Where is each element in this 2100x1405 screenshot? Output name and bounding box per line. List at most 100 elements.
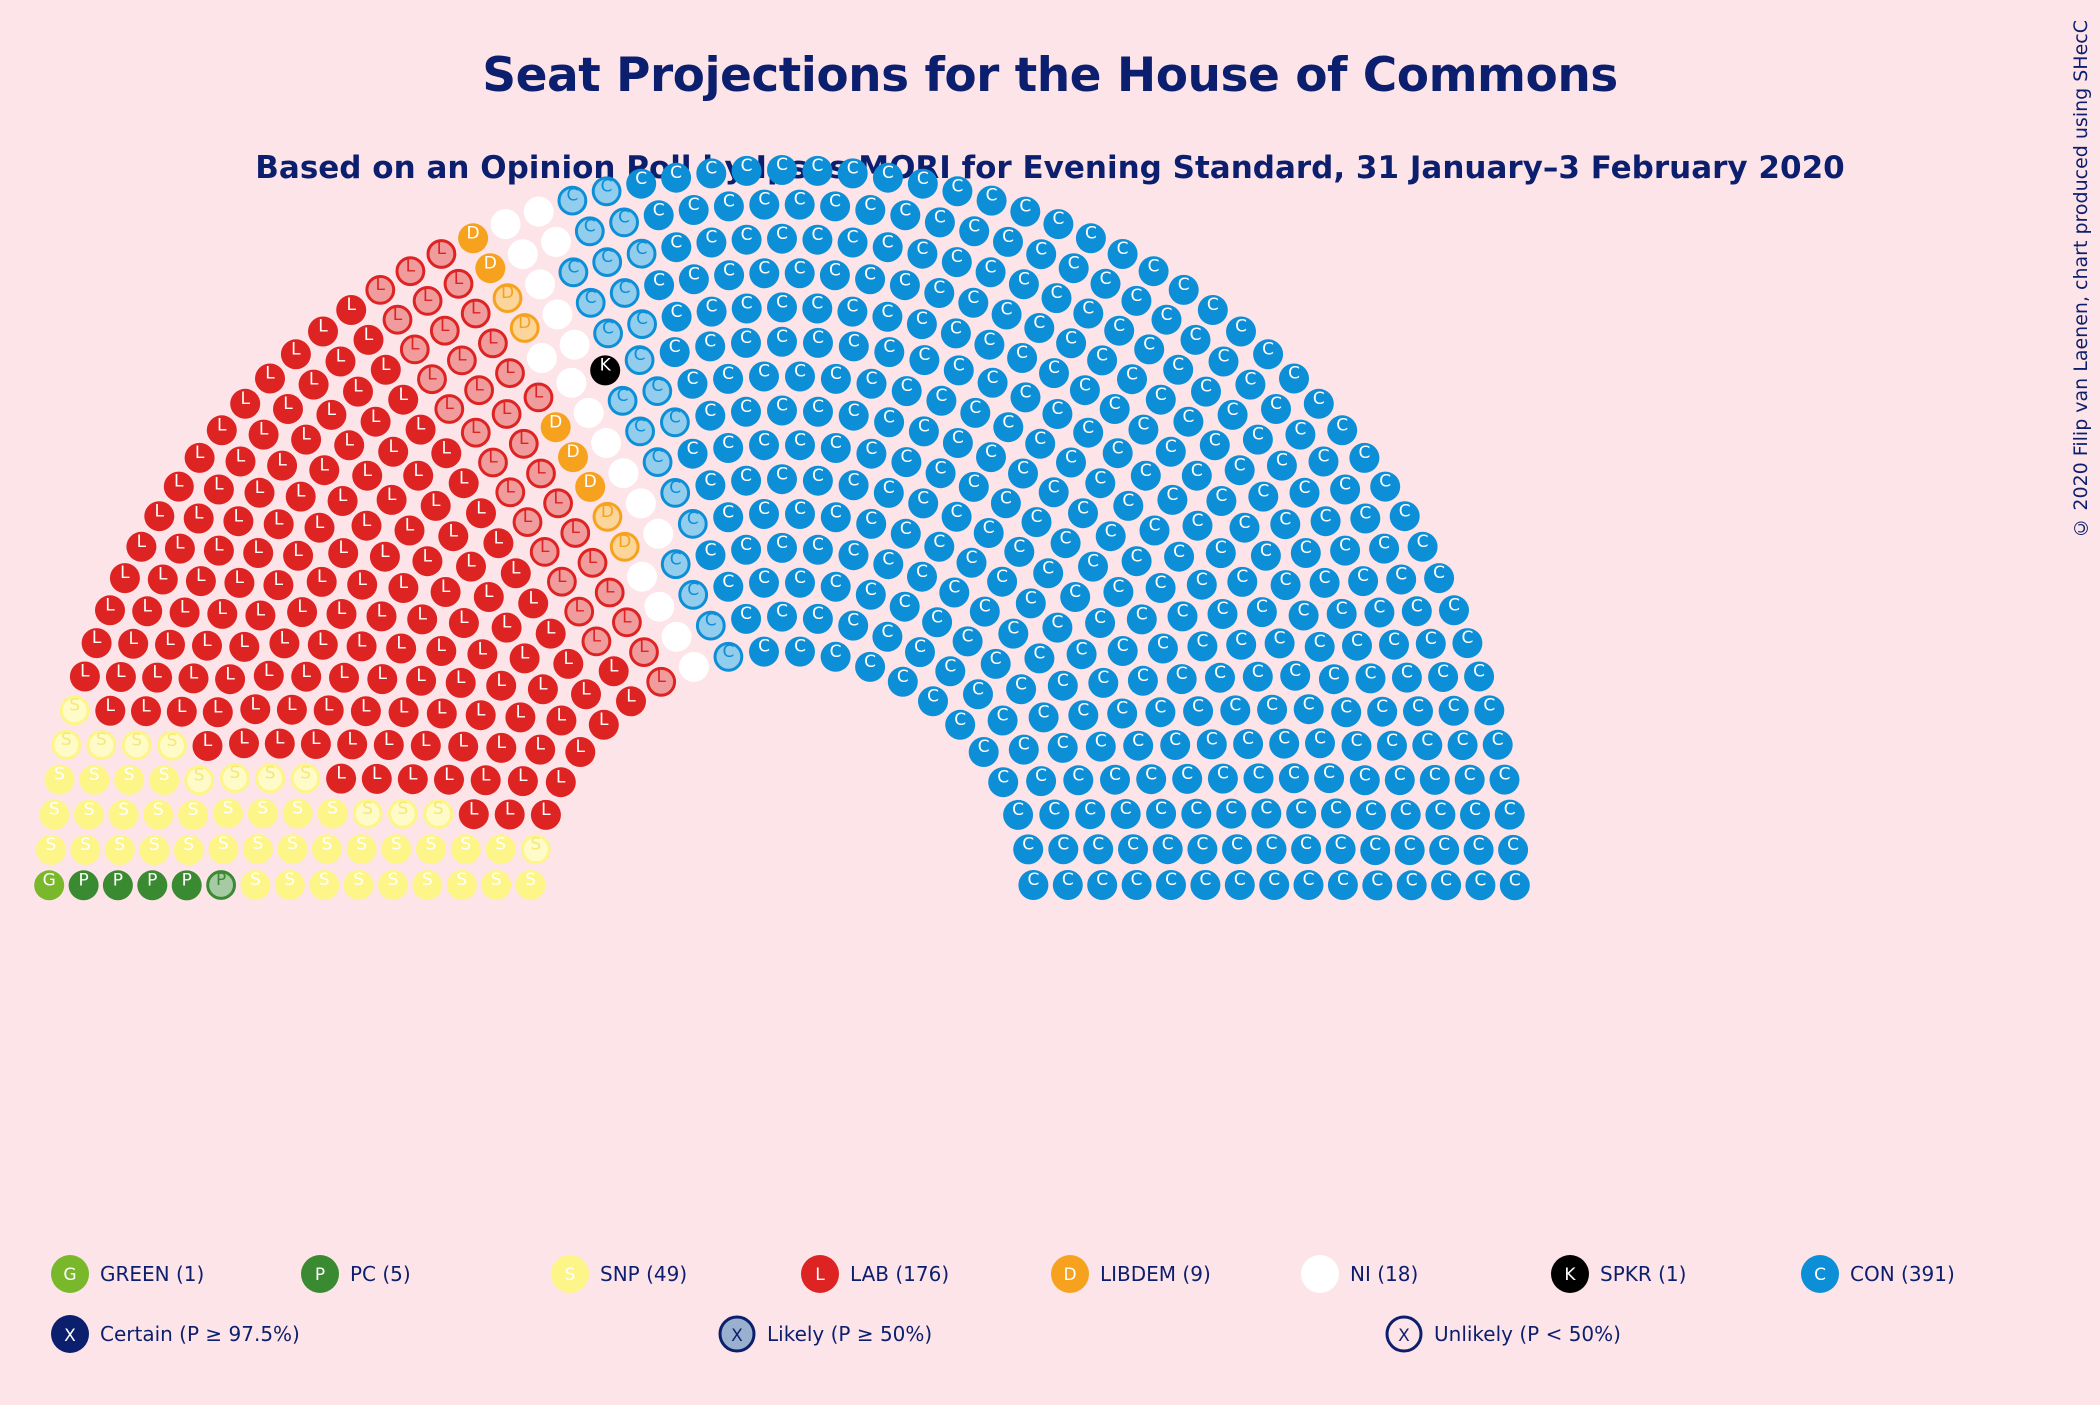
svg-text:C: C bbox=[979, 597, 991, 617]
seat-con: C bbox=[1123, 730, 1154, 761]
seat-con: C bbox=[838, 610, 869, 641]
seat-con: C bbox=[1499, 870, 1530, 901]
svg-text:C: C bbox=[1339, 536, 1351, 556]
svg-text:C: C bbox=[1299, 478, 1311, 498]
seat-con: C bbox=[1026, 766, 1057, 797]
seat-con: C bbox=[731, 155, 762, 186]
svg-text:C: C bbox=[1429, 765, 1441, 785]
seat-con: C bbox=[891, 376, 922, 407]
svg-text:L: L bbox=[541, 800, 551, 820]
svg-text:L: L bbox=[217, 415, 227, 435]
seat-lab: L bbox=[325, 346, 356, 377]
seat-con: C bbox=[1253, 339, 1284, 370]
certainty-swatch-unlikely: X bbox=[1385, 1315, 1423, 1353]
seat-lab: L bbox=[329, 662, 359, 693]
svg-text:L: L bbox=[372, 764, 382, 784]
svg-text:S: S bbox=[300, 763, 311, 783]
seat-lab: L bbox=[403, 460, 434, 491]
svg-text:C: C bbox=[1328, 664, 1340, 684]
seat-con: C bbox=[696, 158, 727, 189]
seat-lab: L bbox=[507, 766, 538, 797]
seat-con: C bbox=[1314, 763, 1345, 794]
svg-text:S: S bbox=[153, 800, 164, 820]
svg-text:C: C bbox=[723, 260, 735, 280]
svg-text:S: S bbox=[46, 835, 57, 855]
svg-text:L: L bbox=[471, 299, 481, 319]
svg-text:C: C bbox=[1252, 662, 1264, 682]
seat-con: C bbox=[802, 293, 833, 324]
svg-text:C: C bbox=[916, 309, 928, 329]
svg-text:C: C bbox=[1492, 730, 1504, 750]
seat-con: C bbox=[1412, 730, 1443, 761]
seat-con: C bbox=[837, 296, 868, 327]
seat-con: C bbox=[1289, 477, 1320, 508]
seat-lab: L bbox=[304, 512, 335, 543]
svg-text:C: C bbox=[916, 239, 928, 259]
svg-text:D: D bbox=[484, 253, 497, 273]
svg-text:L: L bbox=[588, 548, 598, 568]
svg-text:L: L bbox=[256, 601, 266, 621]
svg-text:C: C bbox=[758, 499, 770, 519]
seat-con: C bbox=[803, 396, 833, 427]
svg-text:C: C bbox=[985, 442, 997, 462]
seat-con: C bbox=[856, 438, 887, 469]
seat-con: C bbox=[1447, 730, 1478, 761]
seat-con: C bbox=[1199, 430, 1230, 461]
seat-ni bbox=[507, 239, 538, 270]
svg-text:C: C bbox=[917, 488, 929, 508]
svg-text:G: G bbox=[63, 1265, 76, 1285]
seat-ni bbox=[627, 561, 657, 592]
seat-con: C bbox=[1279, 363, 1309, 394]
svg-text:L: L bbox=[454, 269, 464, 289]
svg-text:L: L bbox=[274, 509, 284, 529]
seat-snp: S bbox=[446, 870, 477, 900]
svg-text:C: C bbox=[811, 156, 823, 176]
seat-lab: L bbox=[253, 660, 284, 691]
seat-con: C bbox=[1304, 631, 1335, 662]
svg-text:L: L bbox=[416, 415, 426, 435]
svg-text:C: C bbox=[1018, 269, 1030, 289]
seat-con: C bbox=[1007, 343, 1038, 373]
svg-text:C: C bbox=[1002, 412, 1014, 432]
svg-text:C: C bbox=[1060, 528, 1072, 548]
seat-lab: L bbox=[306, 566, 337, 597]
svg-text:L: L bbox=[516, 702, 526, 722]
seat-con: C bbox=[945, 709, 976, 740]
svg-text:L: L bbox=[116, 662, 126, 682]
seat-con: C bbox=[907, 168, 938, 199]
legend-swatch-spkr: K bbox=[1551, 1255, 1589, 1293]
seat-con: C bbox=[1342, 630, 1372, 661]
seat-lab: L bbox=[443, 269, 474, 299]
seat-lab: L bbox=[373, 730, 404, 760]
seat-con: C bbox=[1452, 628, 1483, 659]
seat-con: C bbox=[855, 195, 886, 225]
svg-text:L: L bbox=[444, 765, 454, 785]
seat-ni bbox=[541, 226, 571, 257]
svg-text:S: S bbox=[353, 870, 364, 890]
seat-lab: L bbox=[546, 705, 577, 736]
svg-text:C: C bbox=[687, 580, 699, 600]
seat-ni bbox=[573, 397, 604, 428]
svg-text:C: C bbox=[722, 642, 734, 662]
svg-text:D: D bbox=[601, 502, 614, 522]
seat-con: C bbox=[1050, 528, 1081, 559]
seat-con: C bbox=[1242, 424, 1273, 455]
svg-text:C: C bbox=[1504, 800, 1516, 820]
svg-text:S: S bbox=[49, 800, 60, 820]
svg-text:L: L bbox=[141, 696, 151, 716]
svg-text:L: L bbox=[315, 513, 325, 533]
svg-text:C: C bbox=[1137, 415, 1149, 435]
svg-text:L: L bbox=[189, 663, 199, 683]
svg-text:C: C bbox=[794, 430, 806, 450]
seat-con: C bbox=[574, 216, 605, 247]
svg-text:L: L bbox=[196, 566, 206, 586]
svg-text:C: C bbox=[705, 228, 717, 248]
svg-text:L: L bbox=[309, 370, 319, 390]
seat-con: C bbox=[959, 216, 990, 247]
svg-text:C: C bbox=[1469, 800, 1481, 820]
seat-con: C bbox=[661, 162, 692, 193]
svg-text:L: L bbox=[155, 501, 165, 521]
seat-con: C bbox=[1264, 628, 1295, 659]
seat-con: C bbox=[1073, 298, 1104, 329]
